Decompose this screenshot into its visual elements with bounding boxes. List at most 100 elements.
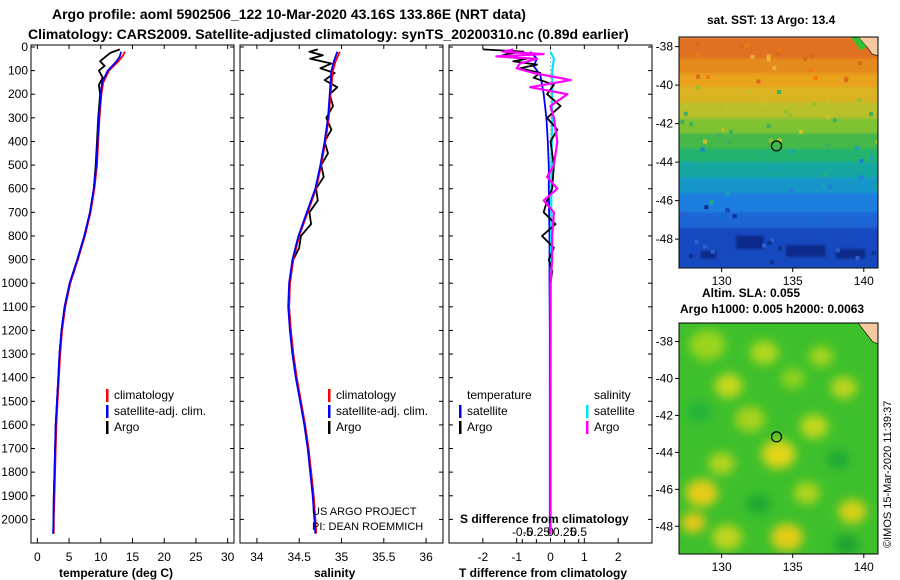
legend-swatch-satellite-adj [106, 405, 109, 418]
argo-location-marker [770, 431, 783, 443]
y-tick-label: 900 [8, 253, 28, 267]
series-line-satellite-adj-clim- [287, 51, 339, 534]
sla-anomaly [809, 346, 834, 367]
y-tick-label: 1800 [1, 465, 28, 479]
lat-tick-label: -42 [656, 117, 674, 131]
sst-pixel [855, 255, 860, 260]
legend-swatch-temp-satellite [459, 405, 462, 418]
panel-frame [239, 44, 444, 544]
x-tick-label: 25 [189, 550, 203, 564]
sst-pixel [689, 122, 694, 127]
y-tick-label: 800 [8, 229, 28, 243]
y-tick-label: 600 [8, 182, 28, 196]
sla-anomaly [689, 329, 726, 361]
sst-pixel [784, 109, 789, 114]
lat-tick-label: -42 [656, 408, 674, 422]
x-axis-label: salinity [314, 566, 356, 580]
secondary-x-tick-label: -0.25 [523, 525, 551, 539]
sst-pixel [695, 74, 700, 79]
y-tick-label: 1400 [1, 371, 28, 385]
lon-tick-label: 135 [783, 274, 803, 288]
sst-pixel [810, 237, 815, 242]
legend-swatch-temp-argo [459, 421, 462, 434]
x-tick-label: -1 [511, 550, 522, 564]
sst-band [679, 37, 878, 60]
sst-pixel [696, 85, 701, 90]
x-tick-label: 34.5 [288, 550, 312, 564]
sst-pixel [844, 231, 849, 236]
series-line-satellite-adj-clim- [52, 51, 122, 534]
sst-pixel [776, 90, 781, 95]
sst-pixel [826, 115, 831, 120]
sst-band [679, 58, 878, 75]
timestamp-stamp: ©IMOS 15-Mar-2020 11:39:37 [882, 401, 894, 548]
sla-anomaly [685, 479, 718, 507]
sst-pixel [875, 139, 878, 144]
difference-profile-panel: -2 -1 0 1 2-0.5-0.250 0.250.5T difference fro… [448, 44, 653, 580]
sst-pixel [858, 61, 863, 66]
sst-pixel [867, 222, 872, 227]
legend-label-satellite-adj: satellite-adj. clim. [114, 404, 206, 418]
sla-anomaly [746, 493, 771, 515]
sst-pixel [700, 147, 705, 152]
sst-pixel [844, 78, 849, 83]
sst-pixel [808, 68, 813, 73]
x-tick-label: 30 [221, 550, 235, 564]
lon-tick-label: 140 [854, 274, 874, 288]
sla-blobs [681, 329, 867, 554]
sst-band [679, 177, 878, 194]
sst-pixel [828, 217, 833, 222]
x-tick-label: 0 [547, 550, 554, 564]
sla-anomaly [771, 523, 804, 551]
y-tick-label: 1500 [1, 394, 28, 408]
y-tick-label: 0 [21, 40, 28, 54]
sst-pixel [826, 142, 831, 147]
sst-pixel [859, 158, 864, 163]
x-tick-label: 34 [250, 550, 264, 564]
sst-pixel [767, 240, 772, 245]
title-line-1: Argo profile: aoml 5902506_122 10-Mar-20… [52, 6, 526, 22]
sst-pixel [772, 65, 777, 70]
legend-label-temp-argo: Argo [467, 420, 493, 434]
sst-pixel [776, 166, 781, 171]
sst-pixel [876, 189, 878, 194]
lat-tick-label: -38 [656, 40, 674, 54]
pi-credit: PI: DEAN ROEMMICH [312, 521, 423, 533]
sst-pixel [761, 194, 766, 199]
sst-pixel [733, 118, 738, 123]
sst-pixel [768, 138, 773, 143]
sla-anomaly [793, 481, 820, 505]
sst-band [679, 117, 878, 135]
sst-pixel [777, 49, 782, 54]
sst-band [679, 212, 878, 229]
coastal-shelf [850, 37, 867, 51]
sst-pixel [710, 249, 715, 254]
sla-anomaly [761, 439, 796, 469]
sst-map: -38 -40 -42 -44 -46 -48 130 135 140 [656, 36, 879, 288]
sst-bands [679, 37, 878, 268]
sla-anomaly [750, 340, 779, 365]
y-tick-label: 1200 [1, 323, 28, 337]
y-tick-label: 100 [8, 64, 28, 78]
x-tick-label: 15 [126, 550, 140, 564]
lat-tick-label: -38 [656, 334, 674, 348]
sla-map-frame [678, 322, 879, 555]
sst-pixel [875, 183, 878, 188]
sst-pixel [716, 133, 721, 138]
y-tick-label: 400 [8, 134, 28, 148]
sla-anomaly [714, 373, 743, 398]
lat-tick-label: -40 [656, 371, 674, 385]
lon-tick-label: 130 [712, 560, 732, 574]
sst-pixel [684, 161, 689, 166]
sst-pixel [835, 248, 840, 253]
sla-anomaly [708, 452, 735, 475]
sst-pixel [798, 129, 803, 134]
sst-pixel [777, 138, 782, 143]
secondary-x-tick-label: -0.5 [512, 525, 533, 539]
lat-tick-label: -46 [656, 482, 674, 496]
sst-band [679, 148, 878, 164]
sst-pixel [703, 139, 708, 144]
s-difference-label: S difference from climatology [460, 512, 629, 526]
lon-tick-label: 135 [783, 560, 803, 574]
